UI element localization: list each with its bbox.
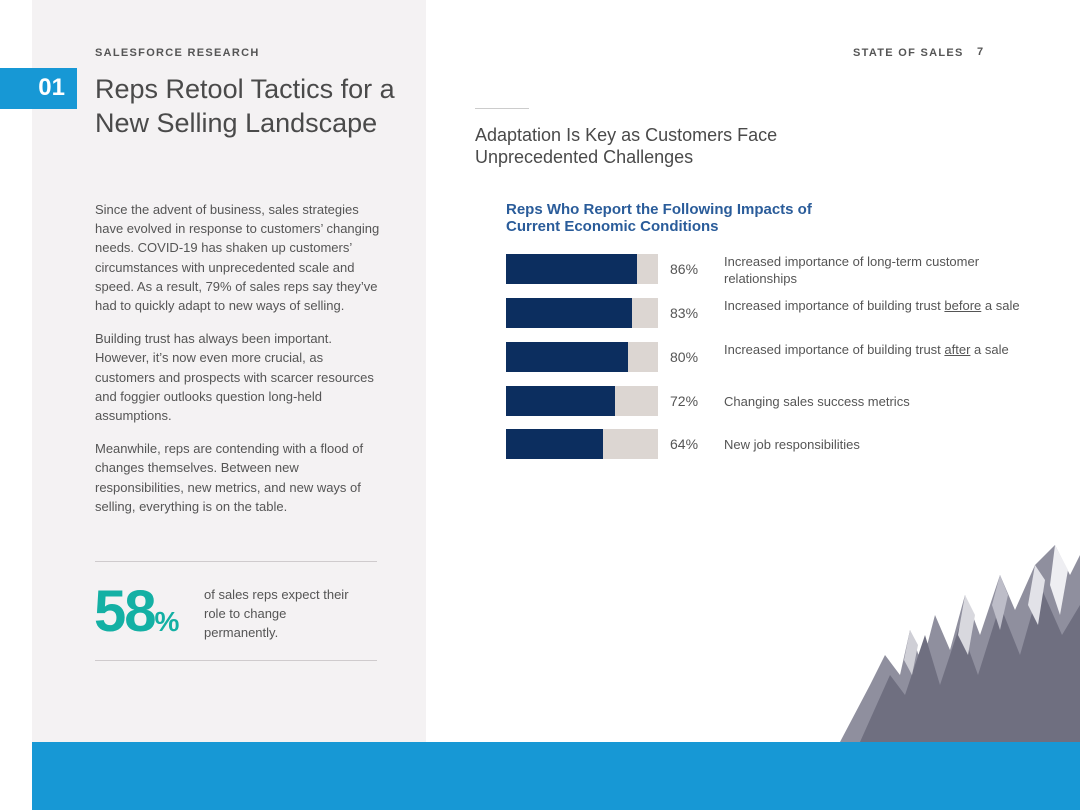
bar-track bbox=[506, 254, 658, 284]
label-text: Increased importance of long-term custom… bbox=[724, 254, 980, 286]
page-number: 7 bbox=[977, 46, 984, 58]
bar-track bbox=[506, 298, 658, 328]
bar-track bbox=[506, 386, 658, 416]
label-text: Increased importance of building trust bbox=[724, 342, 945, 357]
bar-row: 83% Increased importance of building trus… bbox=[506, 298, 1026, 328]
divider bbox=[95, 660, 377, 661]
bar bbox=[506, 429, 604, 459]
bar bbox=[506, 386, 616, 416]
section-subtitle: Adaptation Is Key as Customers Face Unpr… bbox=[475, 125, 778, 167]
callout-unit: % bbox=[154, 606, 180, 637]
left-panel bbox=[32, 0, 426, 742]
value-label: 80% bbox=[670, 349, 699, 365]
report-name: STATE OF SALES bbox=[853, 47, 964, 59]
value-label: 72% bbox=[670, 393, 699, 409]
bar bbox=[506, 298, 633, 328]
bar-row: 86% Increased importance of long-term cus… bbox=[506, 253, 1026, 287]
footer-band bbox=[32, 742, 1080, 810]
divider bbox=[95, 561, 377, 562]
value-label: 64% bbox=[670, 436, 699, 452]
label-text: New job responsibilities bbox=[724, 437, 860, 452]
section-number: 01 bbox=[0, 68, 77, 109]
label-text: a sale bbox=[981, 298, 1020, 313]
label-text: Increased importance of building trust bbox=[724, 298, 945, 313]
category-label: New job responsibilities bbox=[724, 436, 1024, 453]
body-text: Since the advent of business, sales stra… bbox=[95, 200, 385, 530]
label-text: a sale bbox=[970, 342, 1009, 357]
bar-track bbox=[506, 342, 658, 372]
label-emphasis: before bbox=[944, 298, 982, 313]
chart-title: Reps Who Report the Following Impacts of… bbox=[506, 201, 812, 235]
value-label: 83% bbox=[670, 305, 699, 321]
bar-row: 72% Changing sales success metrics bbox=[506, 386, 1026, 416]
paragraph: Meanwhile, reps are contending with a fl… bbox=[95, 441, 364, 514]
bar-row: 80% Increased importance of building trus… bbox=[506, 342, 1026, 372]
category-label: Changing sales success metrics bbox=[724, 393, 1024, 410]
category-label: Increased importance of building trust a… bbox=[724, 341, 1024, 358]
category-label: Increased importance of long-term custom… bbox=[724, 253, 1024, 287]
paragraph: Building trust has always been important… bbox=[95, 331, 374, 424]
callout-text: of sales reps expect their role to chang… bbox=[204, 587, 349, 640]
bar-track bbox=[506, 429, 658, 459]
page-title: Reps Retool Tactics for a New Selling La… bbox=[95, 74, 395, 138]
callout-value: 58 bbox=[94, 579, 156, 644]
divider bbox=[475, 108, 529, 109]
label-emphasis: after bbox=[944, 342, 971, 357]
label-text: Changing sales success metrics bbox=[724, 394, 910, 409]
bar bbox=[506, 254, 637, 284]
category-label: Increased importance of building trust b… bbox=[724, 297, 1024, 314]
value-label: 86% bbox=[670, 261, 699, 277]
paragraph: Since the advent of business, sales stra… bbox=[95, 202, 380, 314]
bar-row: 64% New job responsibilities bbox=[506, 429, 1026, 459]
eyebrow: SALESFORCE RESEARCH bbox=[95, 47, 260, 59]
callout-stat: 58% bbox=[94, 578, 179, 645]
mountains-illustration bbox=[840, 545, 1080, 742]
bar bbox=[506, 342, 628, 372]
